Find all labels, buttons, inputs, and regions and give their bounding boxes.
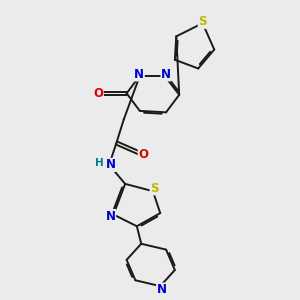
Text: O: O: [93, 87, 103, 100]
Text: N: N: [134, 68, 144, 81]
Text: N: N: [106, 158, 116, 171]
Text: S: S: [150, 182, 159, 195]
Text: H: H: [94, 158, 103, 168]
Text: S: S: [198, 15, 207, 28]
Text: O: O: [138, 148, 148, 161]
Text: N: N: [157, 283, 167, 296]
Text: N: N: [106, 209, 116, 223]
Text: N: N: [161, 68, 171, 81]
